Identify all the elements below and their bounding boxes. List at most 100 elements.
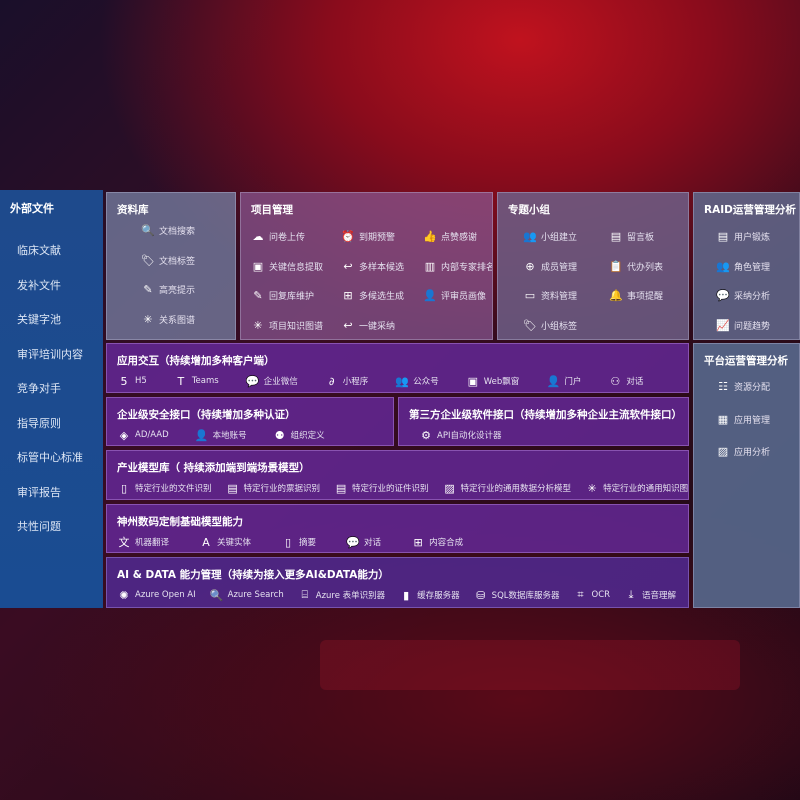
feature-item[interactable]: ✳ 项目知识图谱 — [251, 311, 335, 340]
folder-icon: ▭ — [524, 289, 536, 303]
feature-item[interactable]: ✎ 回复库维护 — [251, 281, 335, 311]
feature-label: 问卷上传 — [269, 233, 306, 244]
feature-item[interactable]: ☰文档分类 — [141, 334, 195, 339]
feature-item[interactable]: 👥 角色管理 — [716, 252, 770, 282]
feature-item[interactable]: ↩ 多样本候选 — [341, 252, 417, 282]
panel-project: 项目管理 ☁ 问卷上传 ⏰ 到期预警 👍 点赞感谢 ▣ 关键信息提取 ↩ 多样本候选 ▥ 内部专家排名… — [240, 192, 493, 340]
feature-item[interactable]: 🔔 事项提醒 — [609, 281, 688, 311]
feature-item[interactable]: ↩ 一键采纳 — [341, 311, 417, 340]
feature-item[interactable]: ⤓ 语音理解 — [624, 586, 676, 604]
alarm-icon: ⏰ — [341, 230, 355, 244]
feature-item[interactable]: ▥ 内部专家排名 — [423, 252, 492, 282]
feature-label: 成员管理 — [541, 262, 578, 273]
feature-item[interactable]: ▨ 应用分析 — [716, 437, 770, 467]
feature-item[interactable]: ▭ 资料管理 — [523, 281, 603, 311]
feature-item[interactable]: ⊞ 多候选生成 — [341, 281, 417, 311]
feature-item[interactable]: 👤 门户 — [546, 372, 581, 390]
qa-icon: 💬 — [716, 289, 730, 303]
window-icon: ▣ — [467, 374, 478, 388]
feature-item[interactable]: ▤ 留言板 — [609, 222, 688, 252]
feature-item[interactable]: A 关键实体 — [199, 533, 251, 551]
sidebar-item[interactable]: 指导原则 — [17, 416, 61, 430]
feature-label: API自动化设计器 — [437, 431, 502, 441]
feature-label: 特定行业的票据识别 — [243, 484, 321, 494]
feature-item[interactable]: ⚙ API自动化设计器 — [419, 426, 501, 444]
sidebar-item[interactable]: 共性问题 — [17, 520, 61, 533]
feature-item[interactable]: ⏰ 到期预警 — [341, 222, 417, 252]
feature-item[interactable]: ▤ 用户锻炼 — [716, 222, 770, 252]
feature-item[interactable]: 5 H5 — [117, 372, 147, 390]
feature-item[interactable]: ▣ Web飘窗 — [466, 372, 520, 390]
sidebar-item[interactable]: 审评培训内容 — [17, 347, 83, 361]
feature-item[interactable]: 👤 本地账号 — [195, 426, 247, 444]
feature-item[interactable]: ⊕ 成员管理 — [523, 252, 603, 282]
sidebar-item[interactable]: 竞争对手 — [17, 382, 61, 395]
feature-item[interactable]: 文机器翻译 — [117, 533, 170, 551]
feature-item[interactable]: ▮ 缓存服务器 — [399, 586, 460, 604]
download-icon: ⤓ — [628, 588, 634, 601]
feature-label: 缓存服务器 — [417, 591, 460, 601]
feature-item[interactable]: ◈ AD/AAD — [117, 426, 169, 444]
feature-item[interactable]: ✺ Azure Open AI — [117, 586, 195, 604]
feature-item[interactable]: 🔍 Azure Search — [210, 586, 284, 604]
panel-group: 专题小组 👥 小组建立 ▤ 留言板 ⊕ 成员管理 📋 代办列表 ▭ 资料管理 🔔 事项提醒 🏷 小组标签 — [497, 192, 689, 340]
feature-item[interactable]: ⌸ Azure 表单识别器 — [298, 586, 385, 604]
feature-item[interactable]: 🔍 文档搜索 — [141, 216, 195, 246]
feature-item[interactable]: 👥 公众号 — [395, 372, 438, 390]
feature-item[interactable]: ▦ 应用管理 — [716, 405, 770, 435]
feature-item[interactable]: ▨ 特定行业的通用数据分析模型 — [443, 479, 572, 497]
feature-item[interactable]: 📈 问题趋势 — [716, 311, 771, 340]
org-icon: ⚉ — [274, 428, 285, 442]
feature-item[interactable]: ▤ 特定行业的票据识别 — [226, 479, 321, 497]
feature-item[interactable]: ✳ 关系图谱 — [141, 305, 195, 335]
panel-title: 项目管理 — [251, 204, 293, 216]
feature-item[interactable]: 🏷 文档标签 — [141, 246, 195, 276]
feature-item[interactable]: ⌗ OCR — [574, 586, 610, 604]
feature-item[interactable]: 🏷 小组标签 — [523, 311, 603, 340]
sidebar-item[interactable]: 审评报告 — [17, 485, 61, 499]
feature-label: 留言板 — [627, 233, 655, 244]
panel-title: 应用交互（持续增加多种客户端） — [117, 355, 275, 367]
panel-title: 专题小组 — [508, 204, 550, 216]
feature-item[interactable]: ✳ 特定行业的通用知识图谱模型 — [585, 479, 688, 497]
feature-label: 事项提醒 — [627, 292, 664, 303]
feature-item[interactable]: ☁ 问卷上传 — [251, 222, 335, 252]
feature-item[interactable]: 📋 代办列表 — [609, 252, 688, 282]
sidebar-item[interactable]: 关键字池 — [17, 313, 61, 326]
feature-item[interactable]: ✎ 高亮提示 — [141, 275, 195, 305]
feature-label: 到期预警 — [359, 233, 396, 244]
feature-item[interactable]: 💬 对话 — [346, 533, 381, 551]
feature-label: 本地账号 — [212, 431, 247, 441]
feature-label: 点赞感谢 — [441, 233, 478, 244]
feature-label: 特定行业的通用数据分析模型 — [460, 484, 572, 494]
feature-item[interactable]: T Teams — [174, 372, 218, 390]
feature-item[interactable]: ▯ 特定行业的文件识别 — [117, 479, 212, 497]
feature-item[interactable]: ▣ 关键信息提取 — [251, 252, 335, 282]
feature-item[interactable]: 👤 评审员画像 — [423, 281, 492, 311]
html5-icon: 5 — [120, 374, 128, 388]
panel-title: 资料库 — [117, 204, 149, 216]
sidebar-item[interactable]: 标管中心标准 — [17, 451, 83, 464]
panel-base-models: 神州数码定制基础模型能力 文机器翻译 A 关键实体 ▯ 摘要 💬 对话 ⊞ 内容合成 — [106, 504, 689, 553]
feature-label: 采纳分析 — [734, 292, 771, 303]
feature-label: 问题趋势 — [734, 321, 771, 332]
feature-item[interactable]: ⚇ 对话 — [608, 372, 643, 390]
sidebar-external-files: 外部文件 临床文献 发补文件 关键字池 审评培训内容 竞争对手 指导原则 标管中心标准 审评报… — [0, 190, 103, 608]
feature-item[interactable]: ▯ 摘要 — [281, 533, 316, 551]
feature-label: AD/AAD — [135, 430, 169, 440]
feature-item[interactable]: 👍 点赞感谢 — [423, 222, 492, 252]
feature-item[interactable]: ▤ 特定行业的证件识别 — [334, 479, 429, 497]
feature-label: Azure 表单识别器 — [315, 591, 386, 601]
feature-item[interactable]: ⊞ 内容合成 — [411, 533, 463, 551]
sidebar-item[interactable]: 临床文献 — [17, 244, 61, 257]
feature-label: 语音理解 — [642, 591, 677, 601]
feature-item[interactable]: ⛁ SQL数据库服务器 — [474, 586, 559, 604]
sidebar-item[interactable]: 发补文件 — [17, 278, 61, 292]
feature-item[interactable]: 💬 采纳分析 — [716, 281, 770, 311]
panel-industry-models: 产业模型库（ 持续添加端到端场景模型） ▯ 特定行业的文件识别 ▤ 特定行业的票据识别… — [106, 450, 689, 500]
feature-item[interactable]: ☷ 资源分配 — [716, 372, 770, 402]
feature-item[interactable]: ⚉ 组织定义 — [273, 426, 325, 444]
feature-item[interactable]: 👥 小组建立 — [523, 222, 603, 252]
feature-item[interactable]: ∂ 小程序 — [325, 372, 368, 390]
feature-item[interactable]: 💬 企业微信 — [246, 372, 298, 390]
